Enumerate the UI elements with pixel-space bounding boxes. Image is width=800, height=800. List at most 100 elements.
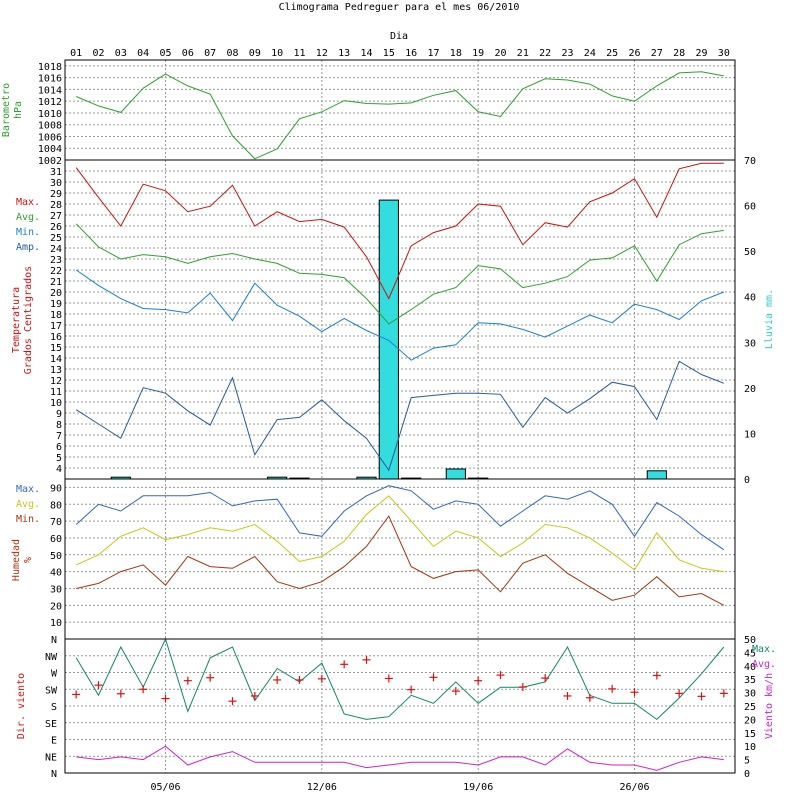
wind-direction-marker	[518, 683, 527, 692]
pressure-tick-label: 1014	[38, 85, 62, 96]
x-tick-label: 06	[182, 48, 194, 59]
rain-tick-label: 0	[744, 475, 750, 486]
wind-speed-tick-label: 40	[744, 662, 756, 673]
wind-direction-marker	[273, 675, 282, 684]
temperature-tick-label: 23	[50, 255, 62, 266]
temperature-tick-label: 14	[50, 354, 62, 365]
x-tick-label: 18	[450, 48, 462, 59]
wind-speed-tick-label: 0	[744, 769, 750, 780]
date-tick-label: 26/06	[619, 782, 649, 793]
temperature-tick-label: 9	[56, 409, 62, 420]
temperature-tick-label: 20	[50, 288, 62, 299]
wind-speed-tick-label: 5	[744, 756, 750, 767]
temperature-tick-label: 28	[50, 200, 62, 211]
rain-bar	[378, 199, 399, 480]
wind-direction-marker	[719, 689, 728, 698]
wind-direction-marker	[250, 691, 259, 700]
x-tick-label: 09	[249, 48, 261, 59]
x-tick-label: 01	[70, 48, 82, 59]
humidity-line-2	[76, 515, 725, 606]
temperature-tick-label: 12	[50, 376, 62, 387]
pressure-tick-label: 1012	[38, 97, 62, 108]
pressure-tick-label: 1008	[38, 121, 62, 132]
direction-tick-label: E	[51, 736, 57, 747]
wind-direction-marker	[608, 684, 617, 693]
rain-tick-label: 70	[744, 156, 756, 167]
pressure-unit-label: hPa	[13, 101, 24, 119]
x-tick-label: 02	[92, 48, 104, 59]
direction-tick-label: SW	[45, 685, 58, 696]
temperature-line-3	[75, 360, 724, 472]
x-axis-title: Dia	[390, 31, 408, 42]
wind-direction-marker	[652, 671, 661, 680]
wind-direction-marker	[183, 676, 192, 685]
wind-direction-marker	[630, 688, 639, 697]
chart-title: Climograma Pedreguer para el mes 06/2010	[279, 2, 520, 13]
date-tick-label: 19/06	[463, 782, 493, 793]
x-tick-label: 17	[427, 48, 439, 59]
wind-direction-marker	[295, 675, 304, 684]
temperature-tick-label: 8	[56, 420, 62, 431]
wind-direction-marker	[116, 689, 125, 698]
direction-tick-label: S	[51, 702, 57, 713]
x-tick-label: 21	[517, 48, 529, 59]
labels: 01 02 03 04 05 06 07 08 09 10 11 12 13 14 15 16 17 18 19 20…	[1, 48, 776, 793]
humidity-unit-label: %	[23, 557, 34, 563]
rain-tick-label: 30	[744, 338, 756, 349]
temperature-tick-label: 27	[50, 211, 62, 222]
wind-speed-tick-label: 50	[744, 635, 756, 646]
wind-direction-marker	[429, 673, 438, 682]
wind-direction-marker	[228, 697, 237, 706]
temperature-tick-label: 31	[50, 167, 62, 178]
wind-direction-axis-label: Dir. viento	[16, 673, 27, 739]
rain-axis-label: Lluvia mm.	[764, 289, 775, 349]
direction-tick-label: SE	[45, 719, 57, 730]
temperature-line-1	[75, 223, 724, 325]
x-tick-label: 12	[316, 48, 328, 59]
pressure-tick-label: 1002	[38, 156, 62, 167]
humidity-legend-item: Avg.	[16, 499, 40, 510]
temperature-tick-label: 25	[50, 233, 62, 244]
humidity-axis-label: Humedad	[11, 539, 22, 581]
humidity-tick-label: 40	[50, 568, 62, 579]
temperature-tick-label: 19	[50, 299, 62, 310]
x-tick-label: 27	[651, 48, 663, 59]
direction-tick-label: N	[51, 635, 57, 646]
wind-direction-marker	[161, 694, 170, 703]
wind-legend-item: Max.	[752, 644, 776, 655]
wind-direction-marker	[496, 671, 505, 680]
rain-tick-label: 60	[744, 202, 756, 213]
temperature-legend-item: Amp.	[16, 242, 40, 253]
wind-speed-tick-label: 25	[744, 702, 756, 713]
date-tick-label: 05/06	[150, 782, 180, 793]
wind-legend-item: Avg.	[752, 659, 776, 670]
humidity-line-0	[75, 485, 725, 551]
pressure-tick-label: 1018	[38, 62, 62, 73]
wind-line-1	[76, 745, 724, 771]
temperature-tick-label: 21	[50, 277, 62, 288]
temperature-unit-label: Grados Centigrados	[23, 266, 34, 374]
wind-direction-marker	[94, 681, 103, 690]
temperature-tick-label: 29	[50, 189, 62, 200]
x-tick-label: 14	[360, 48, 372, 59]
humidity-tick-label: 10	[50, 618, 62, 629]
wind-direction-marker	[206, 673, 215, 682]
rain-tick-label: 40	[744, 293, 756, 304]
wind-direction-marker	[407, 685, 416, 694]
wind-direction-marker	[72, 690, 81, 699]
x-tick-label: 07	[204, 48, 216, 59]
rain-bar	[646, 470, 667, 480]
x-tick-label: 13	[338, 48, 350, 59]
direction-tick-label: NW	[45, 652, 58, 663]
temperature-tick-label: 26	[50, 222, 62, 233]
rain-bar	[445, 468, 466, 480]
humidity-tick-label: 20	[50, 601, 62, 612]
x-tick-label: 23	[561, 48, 573, 59]
direction-tick-label: NE	[45, 752, 57, 763]
x-tick-label: 05	[159, 48, 171, 59]
date-tick-label: 12/06	[307, 782, 337, 793]
temperature-tick-label: 4	[56, 464, 62, 475]
wind-direction-marker	[139, 685, 148, 694]
